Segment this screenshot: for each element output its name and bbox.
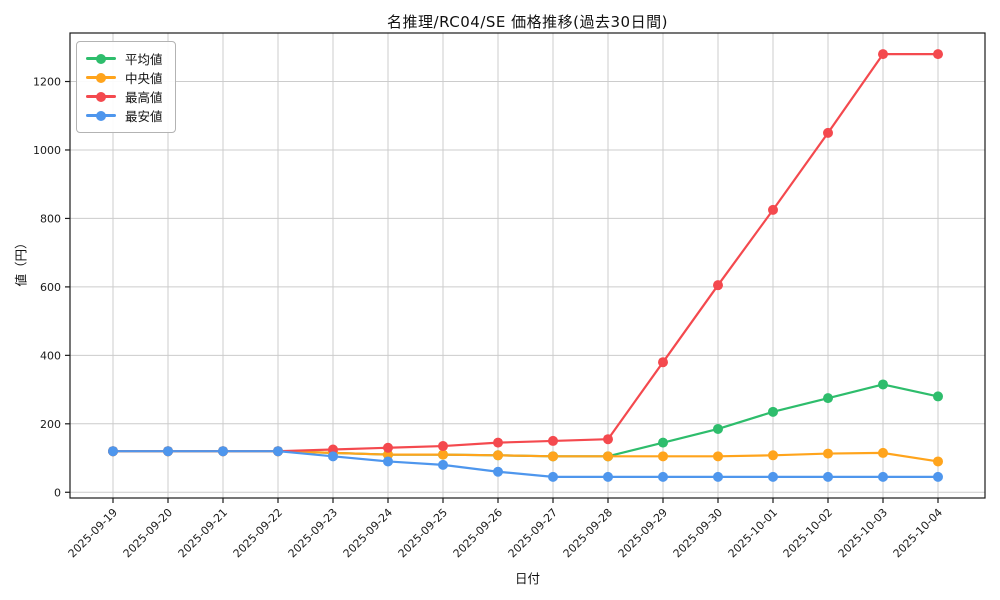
y-axis-label: 値（円） [13,236,29,287]
series-point-median [658,451,668,462]
x-tick-label: 2025-09-27 [506,506,560,560]
x-tick-label: 2025-09-28 [561,506,615,560]
series-point-median [383,449,393,460]
series-point-min [603,471,613,482]
legend-marker-median [86,72,116,83]
x-tick-label: 2025-09-29 [616,506,670,560]
x-tick-label: 2025-09-30 [671,506,725,560]
series-point-min [823,471,833,482]
series-point-min [273,446,283,457]
series-point-median [438,449,448,460]
series-point-median [823,448,833,459]
series-point-min [713,471,723,482]
series-point-max [878,49,888,60]
x-tick-label: 2025-09-21 [176,506,230,560]
series-point-min [383,456,393,467]
series-point-min [768,471,778,482]
y-tick-label: 0 [54,486,61,499]
series-line-max [111,53,940,453]
x-tick-label: 2025-09-24 [341,506,395,560]
y-tick-label: 400 [40,349,61,362]
x-axis-label: 日付 [514,571,540,586]
series-point-max [438,441,448,452]
x-tick-label: 2025-10-04 [891,506,945,560]
series-point-average [658,437,668,448]
legend-item-average: 平均値 [86,49,163,68]
series-point-min [658,471,668,482]
series-point-max [603,434,613,445]
series-point-max [328,444,338,455]
series-point-max [658,357,668,368]
series-line-average [111,383,940,458]
legend-label-median: 中央値 [125,71,163,86]
legend-label-average: 平均値 [125,52,163,67]
legend-item-min: 最安値 [86,106,163,125]
series-point-median [603,451,613,462]
series-point-max [548,435,558,446]
series-point-min [933,471,943,482]
series-point-median [493,450,503,461]
x-tick-label: 2025-10-02 [781,506,835,560]
series-point-max [713,280,723,291]
series-point-min [493,466,503,477]
axes-spines [69,32,986,499]
series-point-min [218,446,228,457]
series-point-median [933,456,943,467]
x-tick-label: 2025-09-25 [396,506,450,560]
x-tick-label: 2025-09-23 [286,506,340,560]
x-tick-label: 2025-09-26 [451,506,505,560]
series-point-min [328,451,338,462]
legend-marker-max [86,91,116,102]
series-point-average [823,393,833,404]
series-point-max [493,437,503,448]
series-point-max [933,49,943,60]
series-point-max [768,204,778,215]
x-tick-label: 2025-09-19 [66,506,120,560]
series-line-min [111,450,940,478]
y-tick-label: 200 [40,418,61,431]
series-point-min [108,446,118,457]
legend-marker-min [86,110,116,121]
series-point-min [163,446,173,457]
legend-marker-average [86,53,116,64]
series-point-max [383,442,393,453]
series-point-average [713,423,723,434]
legend: 平均値中央値最高値最安値 [76,41,176,133]
y-tick-label: 600 [40,281,61,294]
x-tick-label: 2025-09-20 [121,506,175,560]
legend-item-median: 中央値 [86,68,163,87]
x-tick-label: 2025-10-01 [726,506,780,560]
series-line-median [111,450,940,463]
series-point-max [823,127,833,138]
series-point-median [713,451,723,462]
legend-label-max: 最高値 [125,90,163,105]
series-point-average [768,406,778,417]
chart-title: 名推理/RC04/SE 価格推移(過去30日間) [387,13,668,31]
series-point-median [878,447,888,458]
y-tick-label: 1000 [33,144,61,157]
series-point-median [548,451,558,462]
legend-item-max: 最高値 [86,87,163,106]
y-tick-label: 1200 [33,76,61,89]
x-tick-label: 2025-09-22 [231,506,285,560]
series-point-median [768,450,778,461]
series-point-min [878,471,888,482]
series-point-average [933,391,943,402]
legend-label-min: 最安値 [125,109,163,124]
x-tick-label: 2025-10-03 [836,506,890,560]
series-point-min [548,471,558,482]
series-point-min [438,459,448,470]
y-tick-label: 800 [40,212,61,225]
series-point-average [878,379,888,390]
